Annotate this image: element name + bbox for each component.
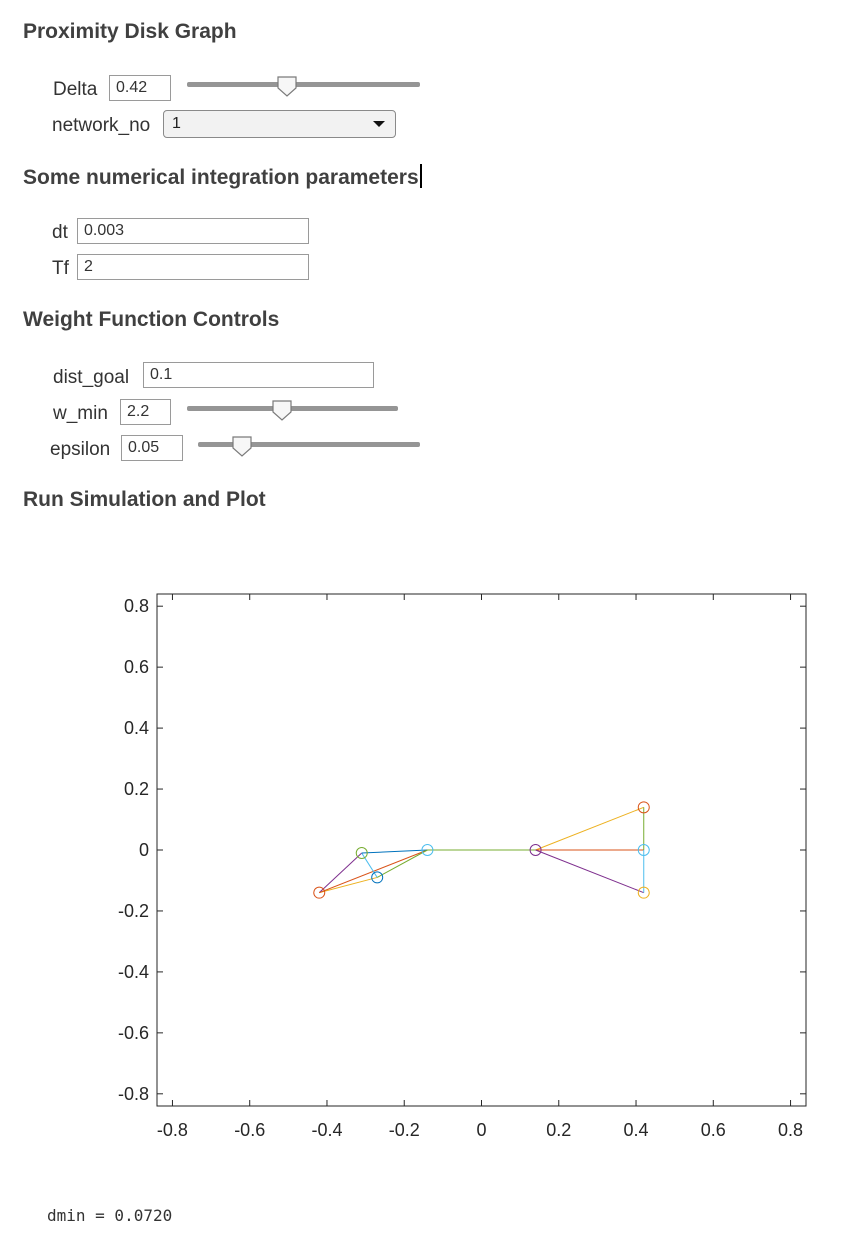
delta-slider-thumb-icon[interactable] — [276, 75, 298, 97]
proximity-section-title: Proximity Disk Graph — [23, 20, 237, 43]
y-tick-label: -0.6 — [118, 1023, 149, 1043]
epsilon-slider-thumb-icon[interactable] — [231, 435, 253, 457]
x-tick-label: 0.2 — [546, 1120, 571, 1140]
dist-goal-label: dist_goal — [53, 367, 130, 388]
integration-section-title-text: Some numerical integration parameters — [23, 166, 419, 189]
chevron-down-icon — [373, 121, 385, 127]
graph-edge — [376, 849, 428, 878]
x-tick-label: 0.8 — [778, 1120, 803, 1140]
delta-input[interactable] — [109, 75, 171, 101]
delta-slider[interactable] — [187, 75, 420, 97]
w-min-slider[interactable] — [187, 399, 398, 421]
output-text: dmin = 0.0720 — [47, 1206, 173, 1225]
y-tick-label: 0 — [139, 840, 149, 860]
network-plot: -0.8 -0.6 -0.4 -0.2 0 0.2 0.4 0.6 0.8 -0.8 -0.6 -0.… — [118, 593, 807, 1140]
w-min-slider-thumb-icon[interactable] — [271, 399, 293, 421]
tf-input[interactable] — [77, 254, 309, 280]
dist-goal-input[interactable] — [143, 362, 374, 388]
graph-node — [637, 886, 650, 899]
y-tick-label: 0.6 — [124, 657, 149, 677]
integration-section-title: Some numerical integration parameters — [23, 164, 422, 190]
x-tick-label: -0.2 — [389, 1120, 420, 1140]
x-tick-label: 0.6 — [701, 1120, 726, 1140]
graph-edge — [361, 849, 428, 854]
network-no-dropdown[interactable]: 1 — [163, 110, 396, 138]
y-tick-label: 0.4 — [124, 718, 149, 738]
text-cursor — [419, 164, 422, 188]
y-tick-label: 0.8 — [124, 596, 149, 616]
tf-label: Tf — [52, 258, 69, 279]
graph-edge — [318, 852, 363, 894]
graph-edge — [535, 806, 644, 851]
w-min-slider-track — [187, 406, 398, 411]
dt-label: dt — [52, 222, 68, 243]
x-tick-label: -0.8 — [157, 1120, 188, 1140]
graph-edge — [319, 876, 378, 894]
graph-node — [355, 847, 368, 860]
delta-slider-track — [187, 82, 420, 87]
x-tick-label: 0.4 — [624, 1120, 649, 1140]
x-tick-label: 0 — [476, 1120, 486, 1140]
delta-label: Delta — [53, 79, 98, 100]
y-tick-label: 0.2 — [124, 779, 149, 799]
graph-node — [421, 844, 434, 856]
graph-edge — [361, 852, 378, 878]
y-tick-label: -0.4 — [118, 962, 149, 982]
x-tick-label: -0.4 — [311, 1120, 342, 1140]
w-min-input[interactable] — [120, 399, 171, 425]
y-tick-label: -0.8 — [118, 1084, 149, 1104]
graph-node — [313, 886, 326, 899]
dt-input[interactable] — [77, 218, 309, 244]
w-min-label: w_min — [53, 403, 108, 424]
network-no-label: network_no — [52, 115, 151, 136]
graph-node — [637, 801, 650, 814]
run-section-title: Run Simulation and Plot — [23, 488, 266, 511]
epsilon-slider[interactable] — [198, 435, 420, 457]
x-tick-label: -0.6 — [234, 1120, 265, 1140]
epsilon-input[interactable] — [121, 435, 183, 461]
epsilon-slider-track — [198, 442, 420, 447]
weight-section-title: Weight Function Controls — [23, 308, 280, 331]
graph-node — [637, 844, 650, 856]
graph-node — [529, 844, 542, 856]
epsilon-label: epsilon — [50, 439, 111, 460]
network-no-selected-value: 1 — [172, 115, 181, 132]
graph-edge — [535, 849, 644, 894]
graph-node — [371, 871, 384, 884]
y-tick-label: -0.2 — [118, 901, 149, 921]
